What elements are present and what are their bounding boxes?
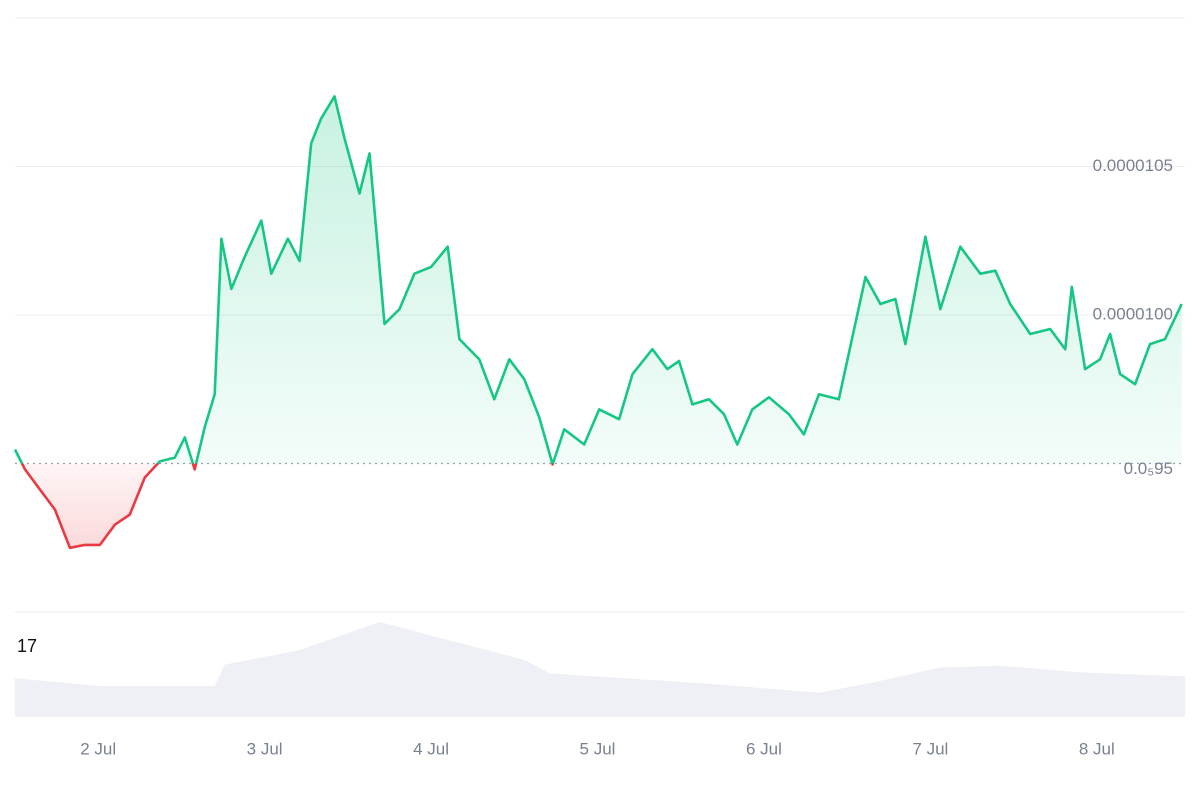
y-tick-label: 0.0₅95 bbox=[1124, 459, 1173, 478]
y-tick-label: 0.0000100 bbox=[1093, 304, 1173, 323]
x-tick-label: 2 Jul bbox=[80, 739, 116, 758]
x-tick-label: 4 Jul bbox=[413, 739, 449, 758]
volume-label: 17 bbox=[17, 636, 37, 656]
volume-area bbox=[15, 621, 1185, 717]
y-tick-label: 0.0000105 bbox=[1093, 156, 1173, 175]
x-tick-label: 3 Jul bbox=[247, 739, 283, 758]
price-area bbox=[15, 96, 1182, 548]
price-line bbox=[13, 95, 1183, 550]
x-tick-label: 5 Jul bbox=[580, 739, 616, 758]
x-tick-label: 7 Jul bbox=[912, 739, 948, 758]
x-tick-label: 6 Jul bbox=[746, 739, 782, 758]
x-tick-label: 8 Jul bbox=[1079, 739, 1115, 758]
